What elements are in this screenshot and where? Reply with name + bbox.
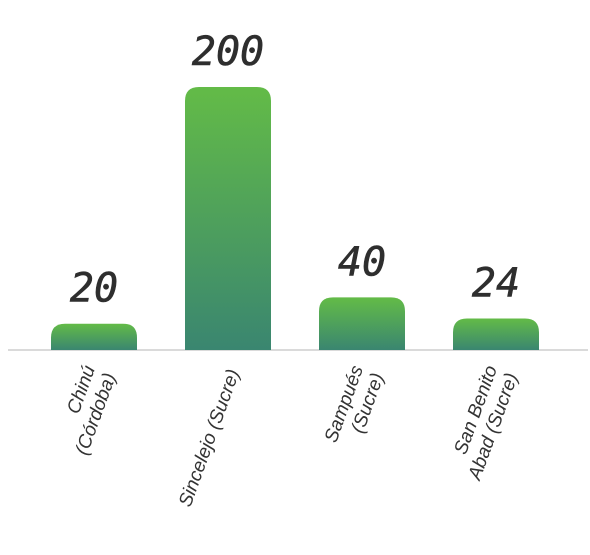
- data-label-0: 20: [70, 266, 118, 312]
- bar-3: [453, 318, 539, 350]
- value-labels-group: 20 200 40 24: [70, 29, 521, 312]
- svg-text:Sincelejo (Sucre): Sincelejo (Sucre): [175, 367, 244, 510]
- category-label-3: San BenitoAbad (Sucre): [444, 363, 523, 484]
- bars-group: [51, 87, 539, 350]
- svg-text:Sampués(Sucre): Sampués(Sucre): [321, 362, 389, 453]
- bar-0: [51, 323, 137, 350]
- data-label-2: 40: [338, 239, 386, 285]
- category-label-1-line-0: Sincelejo (Sucre): [175, 367, 244, 510]
- data-label-1: 200: [192, 29, 264, 75]
- category-label-0: Chinú(Córdoba): [51, 362, 121, 457]
- category-label-2: Sampués(Sucre): [321, 362, 389, 453]
- bar-2: [319, 297, 405, 350]
- category-labels-group: Chinú(Córdoba) Sincelejo (Sucre) Sampués(S…: [51, 362, 523, 510]
- svg-text:San BenitoAbad (Sucre): San BenitoAbad (Sucre): [444, 363, 523, 484]
- bar-1: [185, 87, 271, 350]
- data-label-3: 24: [472, 260, 520, 306]
- category-label-1: Sincelejo (Sucre): [175, 367, 244, 510]
- svg-text:Chinú(Córdoba): Chinú(Córdoba): [51, 362, 121, 457]
